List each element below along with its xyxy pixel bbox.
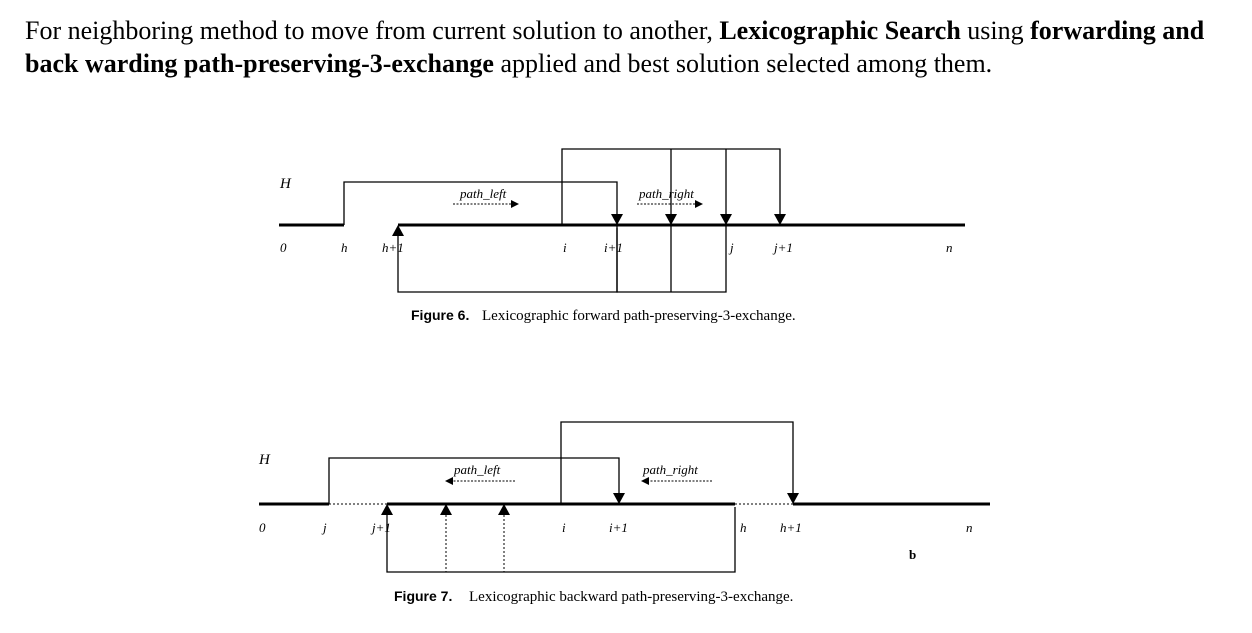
intro-bold-2: forwarding and back warding path-preserv… (25, 16, 1205, 78)
fig7-caption-text: Lexicographic backward path-preserving-3… (469, 589, 793, 605)
fig6-arrow-i1 (611, 214, 623, 225)
fig7-arrow-h1 (787, 493, 799, 504)
fig6-path-left-label: path_left (459, 186, 507, 201)
fig7-path-lines (328, 421, 794, 573)
fig7-tick-i1: i+1 (609, 520, 628, 535)
fig6-tick-i1: i+1 (604, 240, 623, 255)
fig6-tick-i: i (563, 240, 567, 255)
fig7-tick-i: i (562, 520, 566, 535)
fig7-arrow-i1 (613, 493, 625, 504)
fig7-path-right-label: path_right (642, 462, 698, 477)
fig7-caption-number: Figure 7. (394, 588, 452, 604)
figure-6: H path_left path_right (279, 148, 965, 324)
fig6-caption-number: Figure 6. (411, 307, 469, 323)
intro-text-1: For neighboring method to move from curr… (25, 16, 720, 45)
fig6-arrowheads (392, 214, 786, 236)
fig6-tick-h: h (341, 240, 348, 255)
fig6-arrow-h1-up (392, 225, 404, 236)
fig7-dotted-verticals (445, 515, 505, 572)
fig7-tick-0: 0 (259, 520, 266, 535)
fig6-arrow-j (720, 214, 732, 225)
fig7-arrowheads (381, 493, 799, 515)
intro-bold-1: Lexicographic Search (719, 16, 961, 45)
fig7-path-left-label: path_left (453, 462, 501, 477)
fig6-caption-text: Lexicographic forward path-preserving-3-… (482, 308, 796, 324)
fig6-tick-j1: j+1 (772, 240, 793, 255)
figure-7: H path_left path_right (258, 421, 990, 605)
fig6-arrow-mid (665, 214, 677, 225)
fig7-tick-j1: j+1 (370, 520, 391, 535)
fig6-tick-j: j (728, 240, 734, 255)
fig6-axis-label: H (279, 176, 292, 192)
fig7-arrow-mid1-up (440, 504, 452, 515)
fig7-tick-n: n (966, 520, 973, 535)
fig7-arrow-j1-up (381, 504, 393, 515)
intro-text-2: using (960, 16, 1031, 45)
fig6-path-right-label: path_right (638, 186, 694, 201)
fig6-tick-0: 0 (280, 240, 287, 255)
fig7-tick-h: h (740, 520, 747, 535)
intro-paragraph: For neighboring method to move from curr… (25, 14, 1225, 80)
fig6-arrow-j1 (774, 214, 786, 225)
fig7-tick-h1: h+1 (780, 520, 802, 535)
fig6-tick-h1: h+1 (382, 240, 404, 255)
intro-text-3: applied and best solution selected among… (493, 49, 993, 78)
fig6-path-lines (343, 148, 781, 293)
fig7-extra-label: b (909, 547, 916, 562)
fig6-tick-n: n (946, 240, 953, 255)
fig7-tick-j: j (321, 520, 327, 535)
fig7-axis-label: H (258, 452, 271, 468)
fig7-arrow-mid2-up (498, 504, 510, 515)
